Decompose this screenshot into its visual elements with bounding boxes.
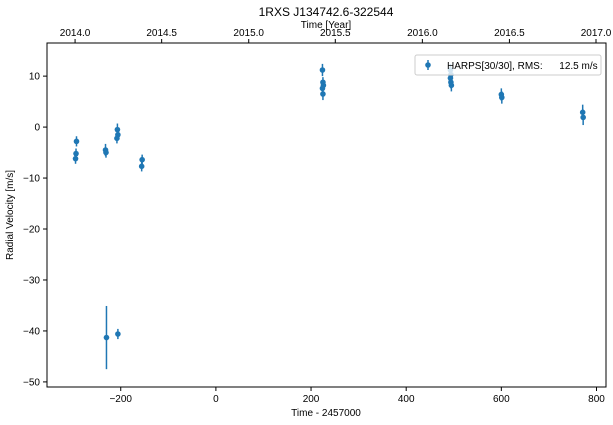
y-tick-label: −40 bbox=[23, 326, 40, 337]
data-point bbox=[139, 156, 145, 163]
x-tick-label: 800 bbox=[588, 394, 605, 405]
y-axis-label: Radial Velocity [m/s] bbox=[5, 170, 16, 260]
top-x-tick-label: 2015.0 bbox=[233, 28, 264, 39]
legend-marker bbox=[425, 62, 431, 68]
top-x-axis: 2014.0 2014.5 2015.0 2015.5 2016.0 2016.5 2017… bbox=[60, 28, 612, 43]
data-point bbox=[499, 94, 505, 101]
y-tick-label: −30 bbox=[23, 275, 40, 286]
x-tick-label: 600 bbox=[493, 394, 510, 405]
data-point bbox=[115, 331, 121, 337]
data-point bbox=[103, 149, 109, 156]
x-tick-label: 200 bbox=[303, 394, 320, 405]
data-point bbox=[319, 67, 326, 73]
legend: HARPS[30/30], RMS: 12.5 m/s bbox=[414, 54, 602, 76]
top-x-tick-label: 2017.0 bbox=[581, 28, 612, 39]
x-axis-label: Time - 2457000 bbox=[291, 408, 361, 419]
x-axis: −200 0 200 400 600 800 bbox=[109, 387, 605, 405]
legend-box bbox=[414, 54, 602, 76]
legend-entry: HARPS[30/30], RMS: 12.5 m/s bbox=[447, 61, 598, 72]
x-tick-label: 400 bbox=[398, 394, 415, 405]
top-x-tick-label: 2016.5 bbox=[494, 28, 525, 39]
data-point bbox=[320, 91, 326, 97]
data-point bbox=[138, 163, 145, 170]
top-x-tick-label: 2016.0 bbox=[407, 28, 438, 39]
top-x-tick-label: 2015.5 bbox=[320, 28, 351, 39]
data-point bbox=[114, 135, 120, 142]
y-tick-label: −50 bbox=[23, 377, 40, 388]
top-x-tick-label: 2014.0 bbox=[60, 28, 91, 39]
y-tick-label: 10 bbox=[29, 72, 41, 83]
chart-title: 1RXS J134742.6-322544 bbox=[259, 5, 394, 19]
data-point bbox=[448, 82, 455, 89]
data-point bbox=[103, 334, 110, 341]
top-x-axis-label: Time [Year] bbox=[301, 20, 352, 31]
y-tick-label: 0 bbox=[34, 123, 40, 134]
data-point bbox=[580, 114, 586, 121]
y-tick-label: −10 bbox=[23, 174, 40, 185]
data-point bbox=[72, 155, 79, 162]
top-x-tick-label: 2014.5 bbox=[146, 28, 177, 39]
data-point bbox=[73, 138, 80, 145]
x-tick-label: 0 bbox=[213, 394, 219, 405]
y-axis: −50 −40 −30 −20 −10 0 10 bbox=[23, 72, 47, 388]
plot-frame bbox=[46, 42, 607, 388]
plot-area bbox=[72, 63, 586, 370]
x-tick-label: −200 bbox=[109, 394, 132, 405]
y-tick-label: −20 bbox=[23, 225, 40, 236]
